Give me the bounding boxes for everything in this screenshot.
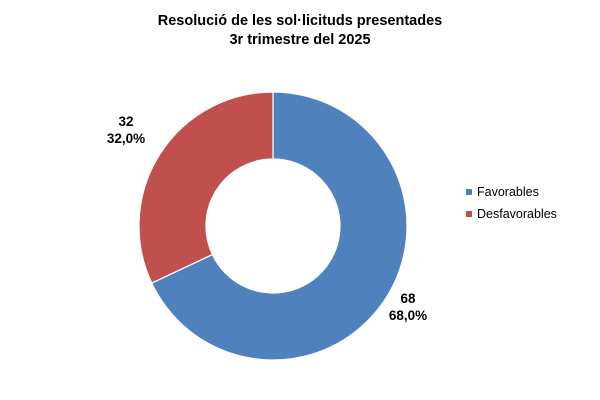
data-label-percent-favorables: 68,0% (389, 308, 427, 323)
data-label-percent-desfavorables: 32,0% (107, 131, 145, 146)
legend-item-favorables: Favorables (466, 181, 557, 203)
data-label-value-favorables: 68 (400, 291, 416, 306)
legend-label: Desfavorables (477, 207, 557, 221)
data-label-value-desfavorables: 32 (118, 114, 133, 129)
donut-slice-desfavorables (138, 91, 274, 284)
legend-item-desfavorables: Desfavorables (466, 203, 557, 225)
legend-swatch (466, 189, 472, 195)
chart-title: Resolució de les sol·licituds presentade… (157, 13, 443, 29)
chart-title-block: Resolució de les sol·licituds presentade… (0, 12, 600, 50)
legend-swatch (466, 211, 472, 217)
legend-label: Favorables (477, 185, 539, 199)
chart-legend: Favorables Desfavorables (466, 181, 557, 225)
donut-slice-favorables (150, 91, 408, 361)
chart-subtitle: 3r trimestre del 2025 (229, 32, 371, 48)
